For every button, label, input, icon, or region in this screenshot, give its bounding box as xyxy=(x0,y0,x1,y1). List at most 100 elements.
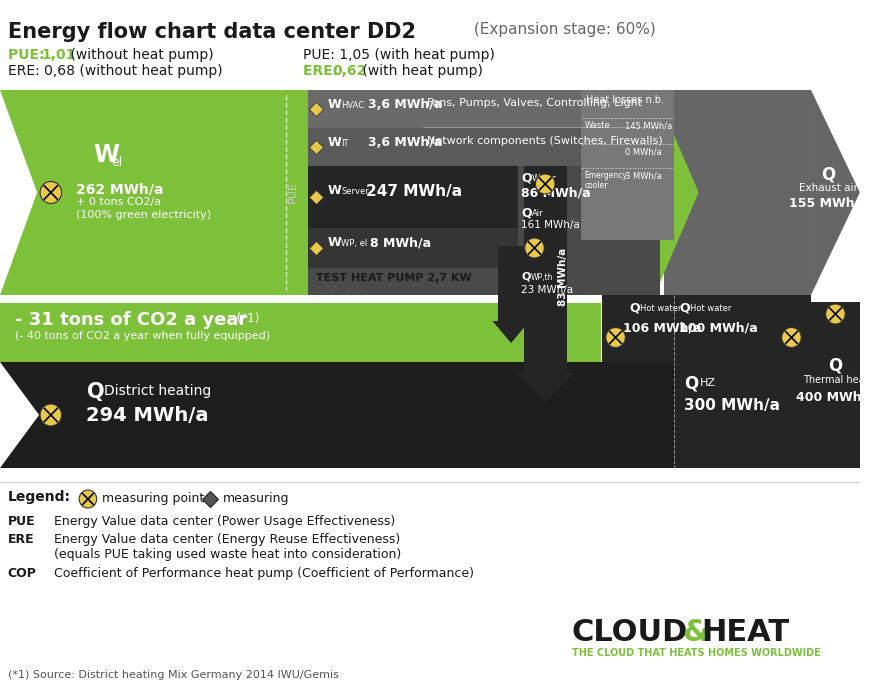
Polygon shape xyxy=(516,373,575,402)
Text: HEAT: HEAT xyxy=(701,618,789,647)
Text: 100 MWh/a: 100 MWh/a xyxy=(679,321,758,334)
Circle shape xyxy=(40,181,62,204)
Text: Waste: Waste xyxy=(584,121,610,130)
Circle shape xyxy=(825,304,845,324)
Text: THE CLOUD THAT HEATS HOMES WORLDWIDE: THE CLOUD THAT HEATS HOMES WORLDWIDE xyxy=(572,648,820,658)
Text: (*1): (*1) xyxy=(232,312,259,325)
FancyBboxPatch shape xyxy=(524,166,567,373)
Circle shape xyxy=(40,404,62,426)
Text: PUE: PUE xyxy=(8,515,35,528)
Text: 23 MWh/a: 23 MWh/a xyxy=(521,285,573,295)
Text: (with heat pump): (with heat pump) xyxy=(357,64,482,78)
Text: $\mathbf{Q}$: $\mathbf{Q}$ xyxy=(521,171,532,185)
Text: HZ: HZ xyxy=(700,378,715,388)
Text: 0 MWh/a: 0 MWh/a xyxy=(626,147,662,156)
FancyBboxPatch shape xyxy=(674,295,811,362)
Text: measuring point: measuring point xyxy=(101,492,204,505)
FancyBboxPatch shape xyxy=(674,362,811,468)
Text: measuring: measuring xyxy=(223,492,290,505)
Text: WP,th: WP,th xyxy=(531,273,554,282)
Text: + 0 tons CO2/a: + 0 tons CO2/a xyxy=(77,197,161,207)
Text: Coefficient of Performance heat pump (Coefficient of Performance): Coefficient of Performance heat pump (Co… xyxy=(54,567,473,580)
Text: ERE:: ERE: xyxy=(303,64,343,78)
Text: Energy flow chart data center DD2: Energy flow chart data center DD2 xyxy=(8,22,416,42)
Text: 83 MWh/a: 83 MWh/a xyxy=(558,248,568,306)
Text: (100% green electricity): (100% green electricity) xyxy=(77,210,211,220)
Text: Hot water: Hot water xyxy=(640,304,681,313)
FancyBboxPatch shape xyxy=(308,166,517,228)
Text: Legend:: Legend: xyxy=(8,490,70,504)
Polygon shape xyxy=(0,362,39,468)
Text: $\mathbf{Q}$: $\mathbf{Q}$ xyxy=(521,206,532,220)
FancyBboxPatch shape xyxy=(664,90,811,295)
Text: Heat losses n.b.: Heat losses n.b. xyxy=(586,95,664,105)
Text: $\mathbf{Q}$: $\mathbf{Q}$ xyxy=(521,270,532,283)
Text: Thermal heat: Thermal heat xyxy=(803,375,869,385)
FancyBboxPatch shape xyxy=(308,90,660,295)
Text: 155 MWh/a: 155 MWh/a xyxy=(789,196,868,209)
Text: PUE: 1,05 (with heat pump): PUE: 1,05 (with heat pump) xyxy=(303,48,495,62)
Text: (without heat pump): (without heat pump) xyxy=(67,48,214,62)
FancyBboxPatch shape xyxy=(0,303,601,362)
Text: 1,01: 1,01 xyxy=(41,48,76,62)
Text: el: el xyxy=(112,155,122,168)
Text: Server: Server xyxy=(341,187,369,196)
Text: (Expansion stage: 60%): (Expansion stage: 60%) xyxy=(469,22,656,37)
Text: $\mathbf{Q}$: $\mathbf{Q}$ xyxy=(679,301,691,315)
Text: 0,62: 0,62 xyxy=(333,64,366,78)
Polygon shape xyxy=(811,90,860,295)
Text: (*1) Source: District heating Mix Germany 2014 IWU/Gemis: (*1) Source: District heating Mix German… xyxy=(8,670,339,680)
Text: 8 MWh/a: 8 MWh/a xyxy=(370,236,431,249)
Text: HEAT: HEAT xyxy=(11,399,22,431)
Text: $\mathbf{W}$: $\mathbf{W}$ xyxy=(327,184,342,197)
Circle shape xyxy=(605,328,626,348)
Circle shape xyxy=(535,174,555,194)
Text: COP: COP xyxy=(8,567,37,580)
Text: (equals PUE taking used waste heat into consideration): (equals PUE taking used waste heat into … xyxy=(54,548,401,561)
Text: $\mathbf{Q}$: $\mathbf{Q}$ xyxy=(629,301,642,315)
Text: $\mathbf{Q}$: $\mathbf{Q}$ xyxy=(684,374,700,393)
Text: WP, el: WP, el xyxy=(341,239,367,248)
Text: 400 MWh/a: 400 MWh/a xyxy=(796,391,875,404)
Text: $\mathbf{W}$: $\mathbf{W}$ xyxy=(327,136,342,149)
Text: 262 MWh/a: 262 MWh/a xyxy=(77,182,164,196)
Text: PUE: PUE xyxy=(288,181,298,203)
FancyBboxPatch shape xyxy=(498,246,524,321)
Text: 86 MWh/a: 86 MWh/a xyxy=(521,186,590,199)
Text: $\mathbf{W}$: $\mathbf{W}$ xyxy=(92,143,121,167)
Circle shape xyxy=(79,490,97,508)
Text: TEST HEAT PUMP 2,7 KW: TEST HEAT PUMP 2,7 KW xyxy=(316,273,472,283)
Text: Q: Q xyxy=(828,356,842,374)
FancyBboxPatch shape xyxy=(582,90,674,240)
Text: 294 MWh/a: 294 MWh/a xyxy=(86,406,209,425)
Text: ERE: 0,68 (without heat pump): ERE: 0,68 (without heat pump) xyxy=(8,64,223,78)
Text: Q: Q xyxy=(822,166,836,184)
Text: 300 MWh/a: 300 MWh/a xyxy=(684,398,780,413)
Text: Air: Air xyxy=(532,209,543,218)
Text: Hot water: Hot water xyxy=(690,304,731,313)
Text: cooler: cooler xyxy=(584,181,608,190)
FancyBboxPatch shape xyxy=(0,362,674,468)
Text: HVAC: HVAC xyxy=(341,101,364,110)
Text: $\mathbf{Q}$: $\mathbf{Q}$ xyxy=(86,380,105,403)
Text: ELECTRICITY: ELECTRICITY xyxy=(11,153,22,232)
Text: 3 MWh/a: 3 MWh/a xyxy=(626,171,663,180)
FancyBboxPatch shape xyxy=(308,90,660,128)
Text: 161 MWh/a: 161 MWh/a xyxy=(521,220,580,230)
Text: CLOUD: CLOUD xyxy=(572,618,688,647)
Text: $\mathbf{W}$: $\mathbf{W}$ xyxy=(327,236,342,249)
Circle shape xyxy=(781,328,802,348)
Text: Emergency: Emergency xyxy=(584,171,627,180)
Polygon shape xyxy=(655,90,699,295)
Text: Energy Value data center (Power Usage Effectiveness): Energy Value data center (Power Usage Ef… xyxy=(54,515,395,528)
Text: 247 MWh/a: 247 MWh/a xyxy=(366,184,463,199)
Text: Water: Water xyxy=(532,174,556,183)
Polygon shape xyxy=(0,90,37,295)
Text: ERE: ERE xyxy=(8,533,34,546)
Text: COP: 3,0: COP: 3,0 xyxy=(316,286,361,296)
Text: 3,6 MWh/a: 3,6 MWh/a xyxy=(369,136,443,149)
Text: (- 40 tons of CO2 a year when fully equipped): (- 40 tons of CO2 a year when fully equi… xyxy=(15,331,270,341)
Text: IT: IT xyxy=(341,139,348,148)
Polygon shape xyxy=(493,321,530,343)
FancyBboxPatch shape xyxy=(811,302,860,468)
